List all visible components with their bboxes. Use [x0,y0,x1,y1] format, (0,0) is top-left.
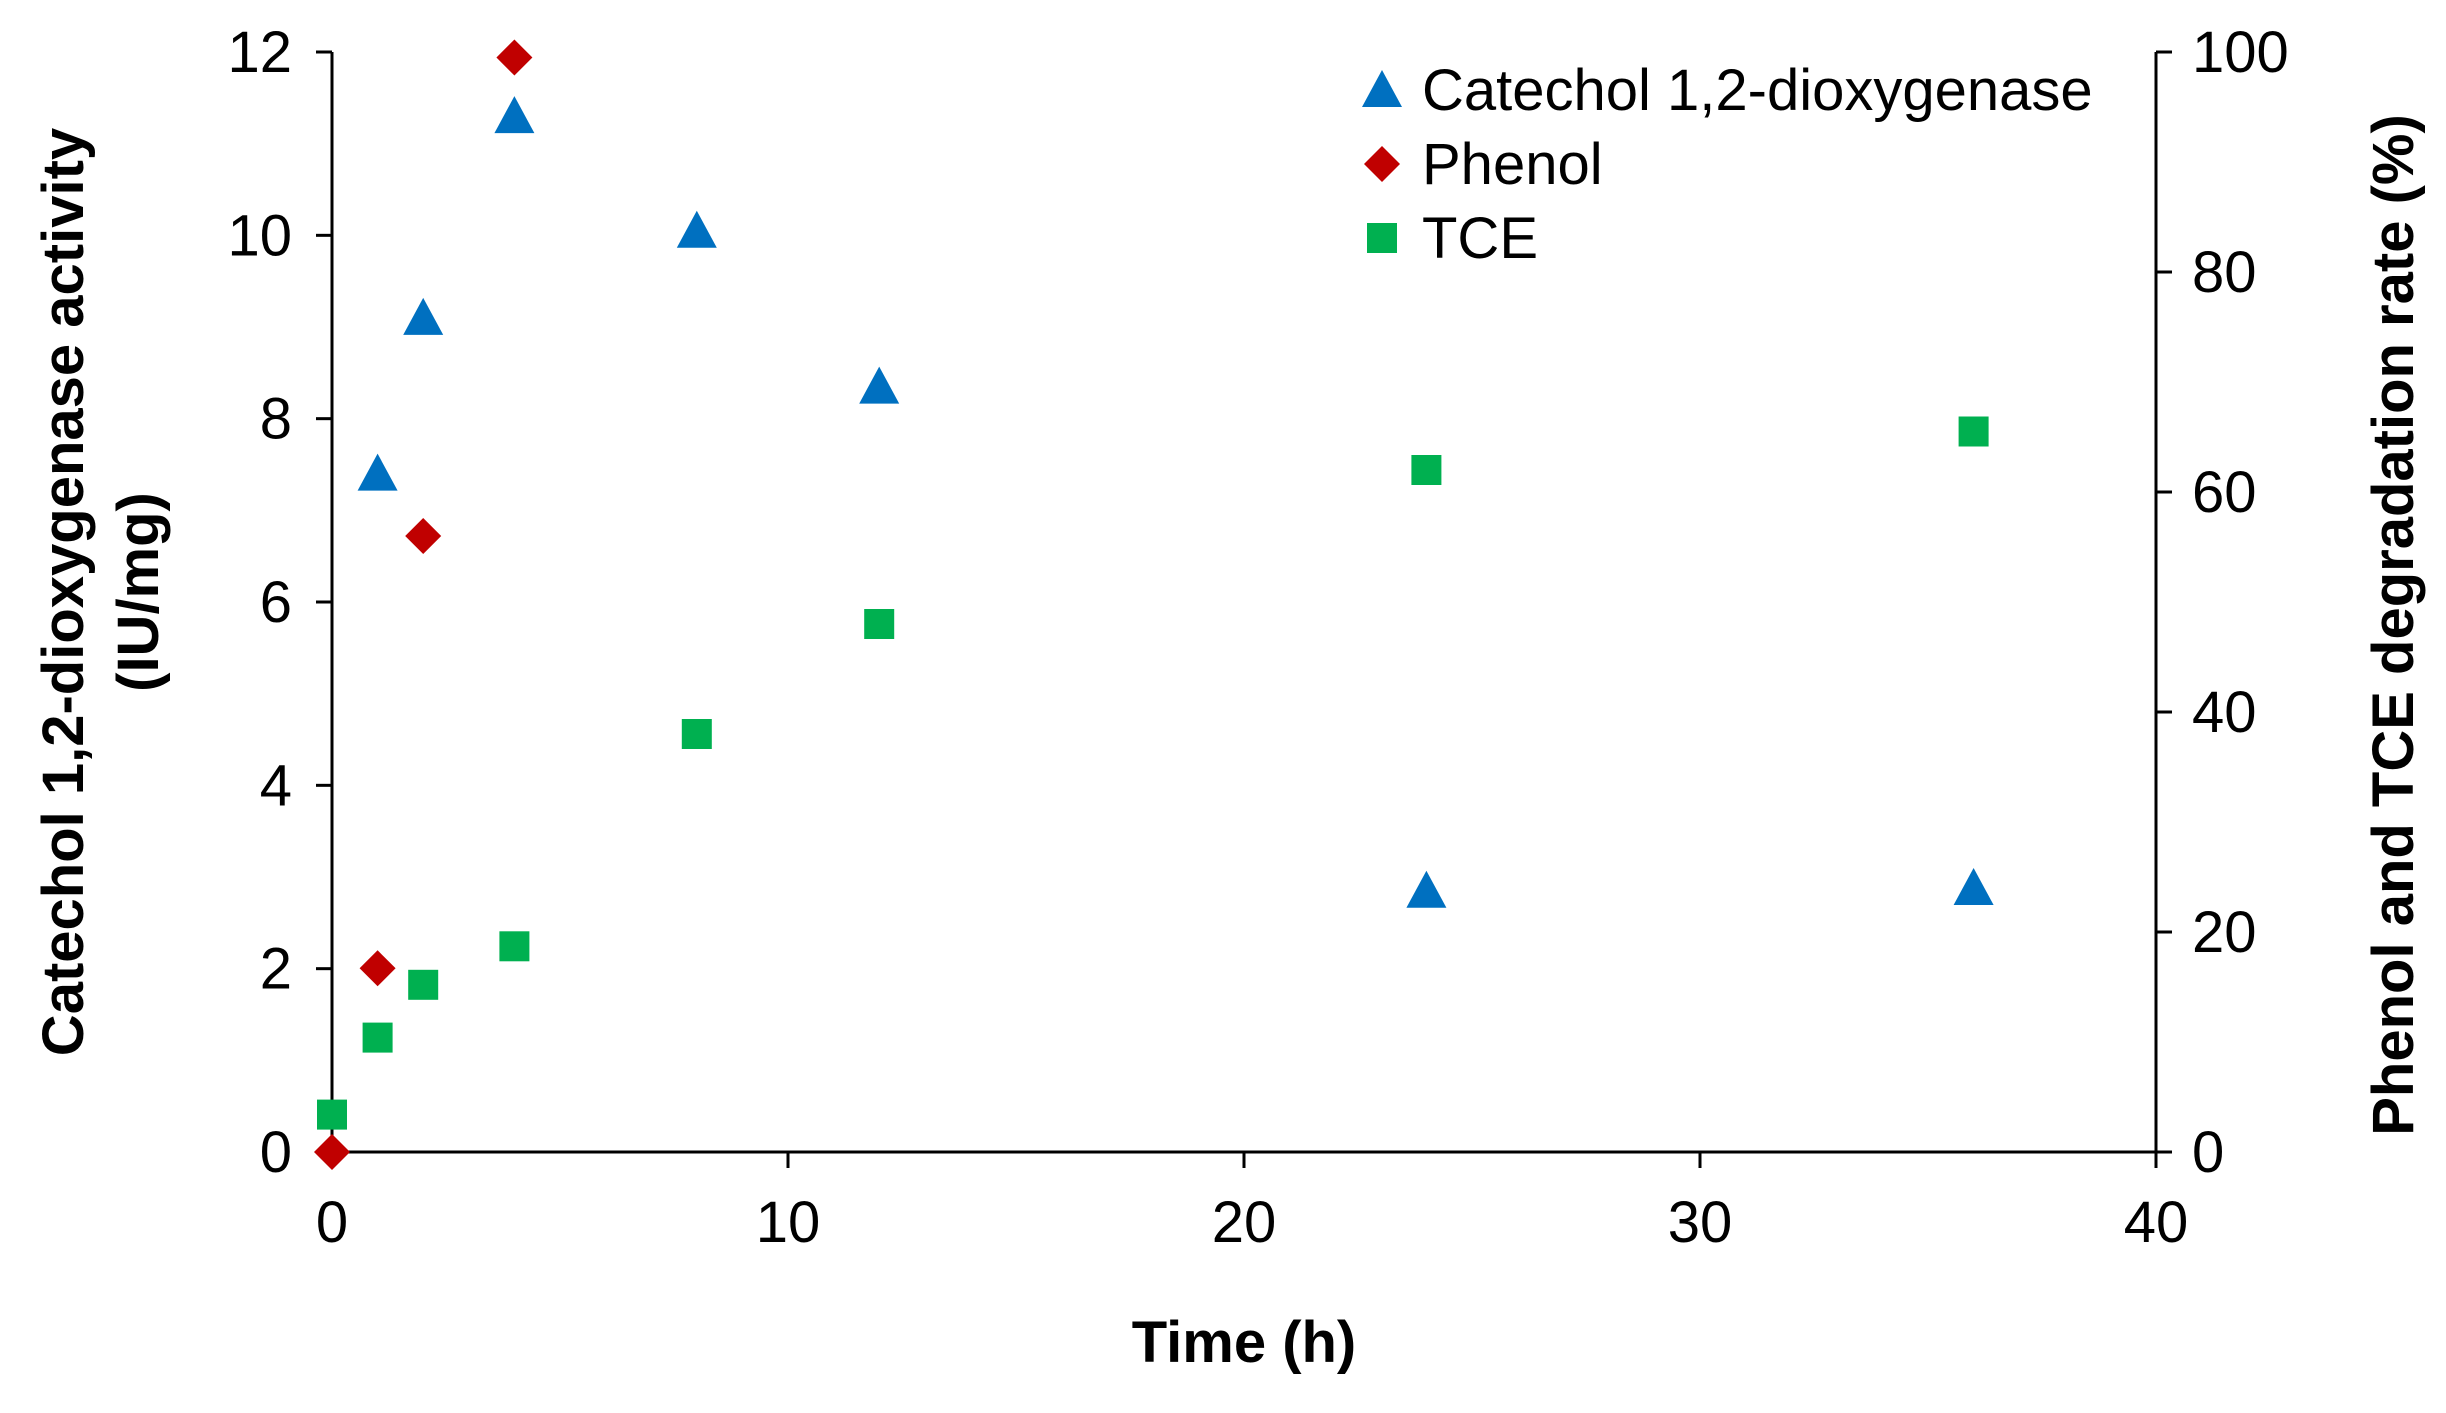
y-left-tick-label: 10 [227,203,292,268]
y-left-tick-label: 2 [260,937,292,1002]
y-left-tick-label: 4 [260,753,292,818]
y-left-axis-title-line-1: Catechol 1,2-dioxygenase activity [31,128,96,1056]
legend-label: Phenol [1422,132,1603,197]
legend-triangle-icon [1362,70,1402,107]
y-right-tick-label: 40 [2192,680,2257,745]
x-tick-label: 40 [2124,1190,2189,1255]
y-left-tick-label: 8 [260,387,292,452]
triangle-data-point [357,453,398,491]
triangle-data-point [676,210,717,248]
square-data-point [408,969,439,1000]
x-tick-label: 20 [1212,1190,1277,1255]
square-data-point [864,609,895,639]
y-left-tick-label: 0 [260,1120,292,1185]
x-axis-title: Time (h) [1132,1310,1357,1375]
diamond-data-point [496,39,533,76]
square-data-point [317,1099,347,1130]
y-left-axis-title-line-2: (IU/mg) [106,492,171,692]
y-right-tick-label: 60 [2192,460,2257,525]
legend-square-icon [1367,223,1397,253]
x-tick-label: 30 [1668,1190,1733,1255]
triangle-data-point [859,366,900,404]
triangle-data-point [1953,868,1994,905]
diamond-data-point [314,1134,350,1170]
square-data-point [1411,455,1442,485]
legend-label: Catechol 1,2-dioxygenase [1422,58,2093,123]
axes [330,52,2158,1154]
y-right-tick-label: 0 [2192,1120,2224,1185]
data-points [314,39,1994,1170]
y-right-tick-label: 20 [2192,900,2257,965]
legend: Catechol 1,2-dioxygenase Phenol TCE [1362,58,2093,271]
diamond-data-point [359,950,396,987]
y-right-tick-label: 80 [2192,240,2257,305]
square-data-point [681,719,712,749]
square-data-point [1958,416,1989,447]
x-tick-label: 0 [316,1190,348,1255]
x-tick-label: 10 [756,1190,821,1255]
axis-titles: Time (h) Catechol 1,2-dioxygenase activi… [31,114,2426,1375]
triangle-data-point [403,297,444,335]
triangle-data-point [1406,870,1447,908]
legend-diamond-icon [1364,146,1400,182]
legend-label: TCE [1422,206,1538,271]
y-right-tick-label: 100 [2192,20,2289,85]
y-left-tick-label: 6 [260,570,292,635]
square-data-point [362,1022,393,1053]
square-data-point [499,931,530,962]
diamond-data-point [405,518,442,554]
triangle-data-point [494,96,535,134]
y-right-axis-title: Phenol and TCE degradation rate (%) [2361,114,2426,1136]
y-left-tick-label: 12 [227,20,292,85]
